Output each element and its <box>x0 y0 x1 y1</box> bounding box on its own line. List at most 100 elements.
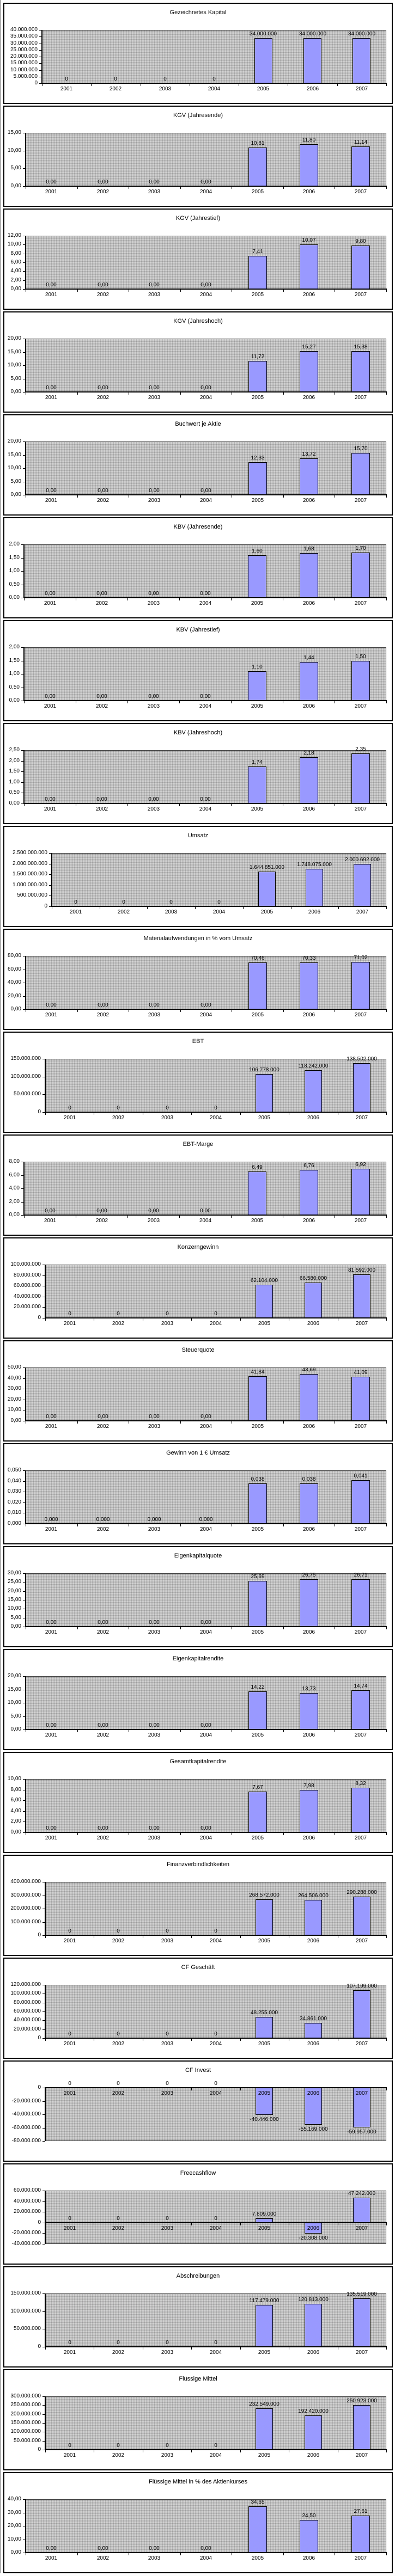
bar-2007 <box>351 351 370 392</box>
value-label: 0,00 <box>200 1208 211 1214</box>
chart-box[interactable]: Eigenkapitalquote 0,00 5,00 10,00 15,00 20,00… <box>3 1546 393 1647</box>
y-axis-tick <box>23 2499 26 2500</box>
x-axis-tick <box>77 1832 78 1835</box>
chart-box[interactable]: KBV (Jahreshoch) 0,00 0,50 1,00 1,50 2,00 2,50… <box>3 723 393 824</box>
x-axis-category-label: 2004 <box>209 2090 222 2096</box>
category-axis-line <box>45 2346 387 2347</box>
value-label: 0 <box>166 2081 169 2087</box>
chart-box[interactable]: KGV (Jahrestief) 0,00 2,00 4,00 6,00 8,00 10,0… <box>3 208 393 310</box>
y-axis-tick-label: 100.000.000 <box>10 1261 41 1267</box>
chart-box[interactable]: Materialaufwendungen in % vom Umsatz 0,00… <box>3 929 393 1030</box>
x-axis-category-label: 2006 <box>302 2555 315 2561</box>
chart-box[interactable]: Abschreibungen 0 50.000.000 100.000.000 150.… <box>3 2266 393 2368</box>
chart-box[interactable]: KBV (Jahrestief) 0,00 0,50 1,00 1,50 2,00 0,00… <box>3 620 393 721</box>
value-label: 41,09 <box>354 1370 368 1376</box>
x-axis-tick <box>24 701 25 703</box>
x-axis-category-label: 2006 <box>302 498 315 504</box>
y-axis-tick-label: 0,00 <box>9 594 20 600</box>
chart-box[interactable]: KGV (Jahresende) 0,00 5,00 10,00 15,00 0,00 20… <box>3 106 393 207</box>
x-axis-tick <box>240 2038 241 2041</box>
value-label: 0 <box>214 2081 217 2087</box>
y-axis-tick <box>21 750 24 751</box>
chart-title: Konzerngewinn <box>177 1244 219 1250</box>
x-axis-tick <box>386 2553 387 2555</box>
chart-box[interactable]: KGV (Jahreshoch) 0,00 5,00 10,00 15,00 20,00 0… <box>3 311 393 413</box>
chart-title: Finanzverbindlichkeiten <box>167 1861 229 1868</box>
category-axis-line <box>25 1009 387 1010</box>
chart-box[interactable]: Finanzverbindlichkeiten 0 100.000.000 200.0… <box>3 1855 393 1956</box>
x-axis-category-label: 2001 <box>45 189 58 195</box>
chart-box[interactable]: Freecashflow -40.000.000 -20.000.000 0 20.00… <box>3 2163 393 2265</box>
chart-box[interactable]: Steuerquote 0,00 10,00 20,00 30,00 40,00 50,00… <box>3 1340 393 1442</box>
x-axis-category-label: 2007 <box>354 1218 367 1224</box>
value-label: 1.644.851.000 <box>250 864 284 870</box>
value-label: 0,00 <box>149 385 160 391</box>
value-label: 0 <box>68 2031 71 2037</box>
value-label: 26,71 <box>354 1572 368 1578</box>
chart-box[interactable]: CF Invest -80.000.000 -60.000.000 -40.000.0… <box>3 2060 393 2162</box>
x-axis-category-label: 2001 <box>63 2090 76 2096</box>
bar-2006 <box>300 1483 318 1524</box>
chart-title: Flüssige Mittel <box>179 2376 217 2382</box>
plot-area <box>24 1162 386 1215</box>
chart-box[interactable]: Gezeichnetes Kapital 0 5.000.000 10.000.000… <box>3 3 393 104</box>
chart-box[interactable]: Konzerngewinn 0 20.000.000 40.000.000 60.000… <box>3 1237 393 1339</box>
y-axis-tick <box>49 874 52 875</box>
category-axis-line <box>45 1112 387 1113</box>
value-label: 0,00 <box>200 591 211 597</box>
x-axis-category-label: 2004 <box>199 2555 212 2561</box>
value-label: 0,00 <box>149 1002 160 1008</box>
chart-box[interactable]: EBT 0 50.000.000 100.000.000 150.000.000 0 200… <box>3 1032 393 1133</box>
value-label: 0,00 <box>200 796 211 802</box>
value-label: 107.199.000 <box>347 1983 377 1989</box>
chart-box[interactable]: KBV (Jahresende) 0,00 0,50 1,00 1,50 2,00 0,00… <box>3 517 393 618</box>
x-axis-tick <box>127 804 128 806</box>
y-axis-tick-label: 40.000.000 <box>10 27 38 33</box>
value-label: 1,70 <box>355 545 366 551</box>
chart-box[interactable]: Flüssige Mittel in % des Aktienkurses 0,0… <box>3 2472 393 2573</box>
x-axis-category-label: 2007 <box>355 2041 368 2047</box>
x-axis-category-label: 2001 <box>45 1629 58 1635</box>
x-axis-category-label: 2005 <box>251 189 264 195</box>
bar-2006 <box>300 1579 318 1627</box>
chart-box[interactable]: Eigenkapitalrendite 0,00 5,00 10,00 15,00 20,… <box>3 1649 393 1750</box>
bar-2005 <box>258 872 276 906</box>
bar-2007 <box>351 1788 370 1832</box>
x-axis-category-label: 2005 <box>251 1218 264 1224</box>
chart-box[interactable]: Gesamtkapitalrendite 0,00 2,00 4,00 6,00 8,00… <box>3 1752 393 1853</box>
value-label: 0,00 <box>46 385 57 391</box>
bar-2005 <box>256 1074 273 1112</box>
y-axis-tick-label: 1.500.000.000 <box>13 871 47 878</box>
value-label: 0 <box>68 1105 71 1111</box>
x-axis-category-label: 2007 <box>354 189 367 195</box>
chart-box[interactable]: Buchwert je Aktie 0,00 5,00 10,00 15,00 20,00… <box>3 414 393 516</box>
x-axis-category-label: 2003 <box>147 1218 160 1224</box>
bar-2007 <box>353 2088 370 2127</box>
category-axis-line <box>23 700 387 701</box>
x-axis-category-label: 2005 <box>258 2041 271 2047</box>
x-axis-category-label: 2005 <box>260 909 274 915</box>
x-axis-category-label: 2005 <box>251 1629 264 1635</box>
y-axis-tick-label: 5,00 <box>10 165 21 171</box>
chart-title: EBT <box>192 1038 204 1045</box>
x-axis-category-label: 2001 <box>44 600 57 606</box>
y-axis-tick <box>42 2311 45 2312</box>
y-axis-tick-label: 1,00 <box>9 568 20 574</box>
chart-box[interactable]: Flüssige Mittel 0 50.000.000 100.000.000 150… <box>3 2369 393 2470</box>
y-axis-tick <box>23 1832 26 1833</box>
x-axis-tick <box>180 1729 181 1732</box>
value-label: 0,00 <box>98 282 108 288</box>
y-axis-tick-label: 0,030 <box>7 1488 21 1495</box>
bar-2006 <box>300 553 318 598</box>
x-axis-category-label: 2001 <box>45 1732 58 1738</box>
x-axis-category-label: 2002 <box>96 1732 110 1738</box>
x-axis-tick <box>179 701 180 703</box>
x-axis-tick <box>231 598 232 600</box>
y-axis-tick-label: 80.000.000 <box>13 1999 41 2005</box>
chart-box[interactable]: EBT-Marge 0,00 2,00 4,00 6,00 8,00 0,00 2001 0,0… <box>3 1134 393 1236</box>
value-label: 0 <box>117 2216 120 2222</box>
value-label: 0,00 <box>46 2546 57 2552</box>
chart-box[interactable]: CF Geschäft 0 20.000.000 40.000.000 60.000.0… <box>3 1958 393 2059</box>
chart-box[interactable]: Gewinn von 1 € Umsatz 0,000 0,010 0,020 0,03… <box>3 1443 393 1544</box>
chart-box[interactable]: Umsatz 0 500.000.000 1.000.000.000 1.500.000… <box>3 826 393 927</box>
